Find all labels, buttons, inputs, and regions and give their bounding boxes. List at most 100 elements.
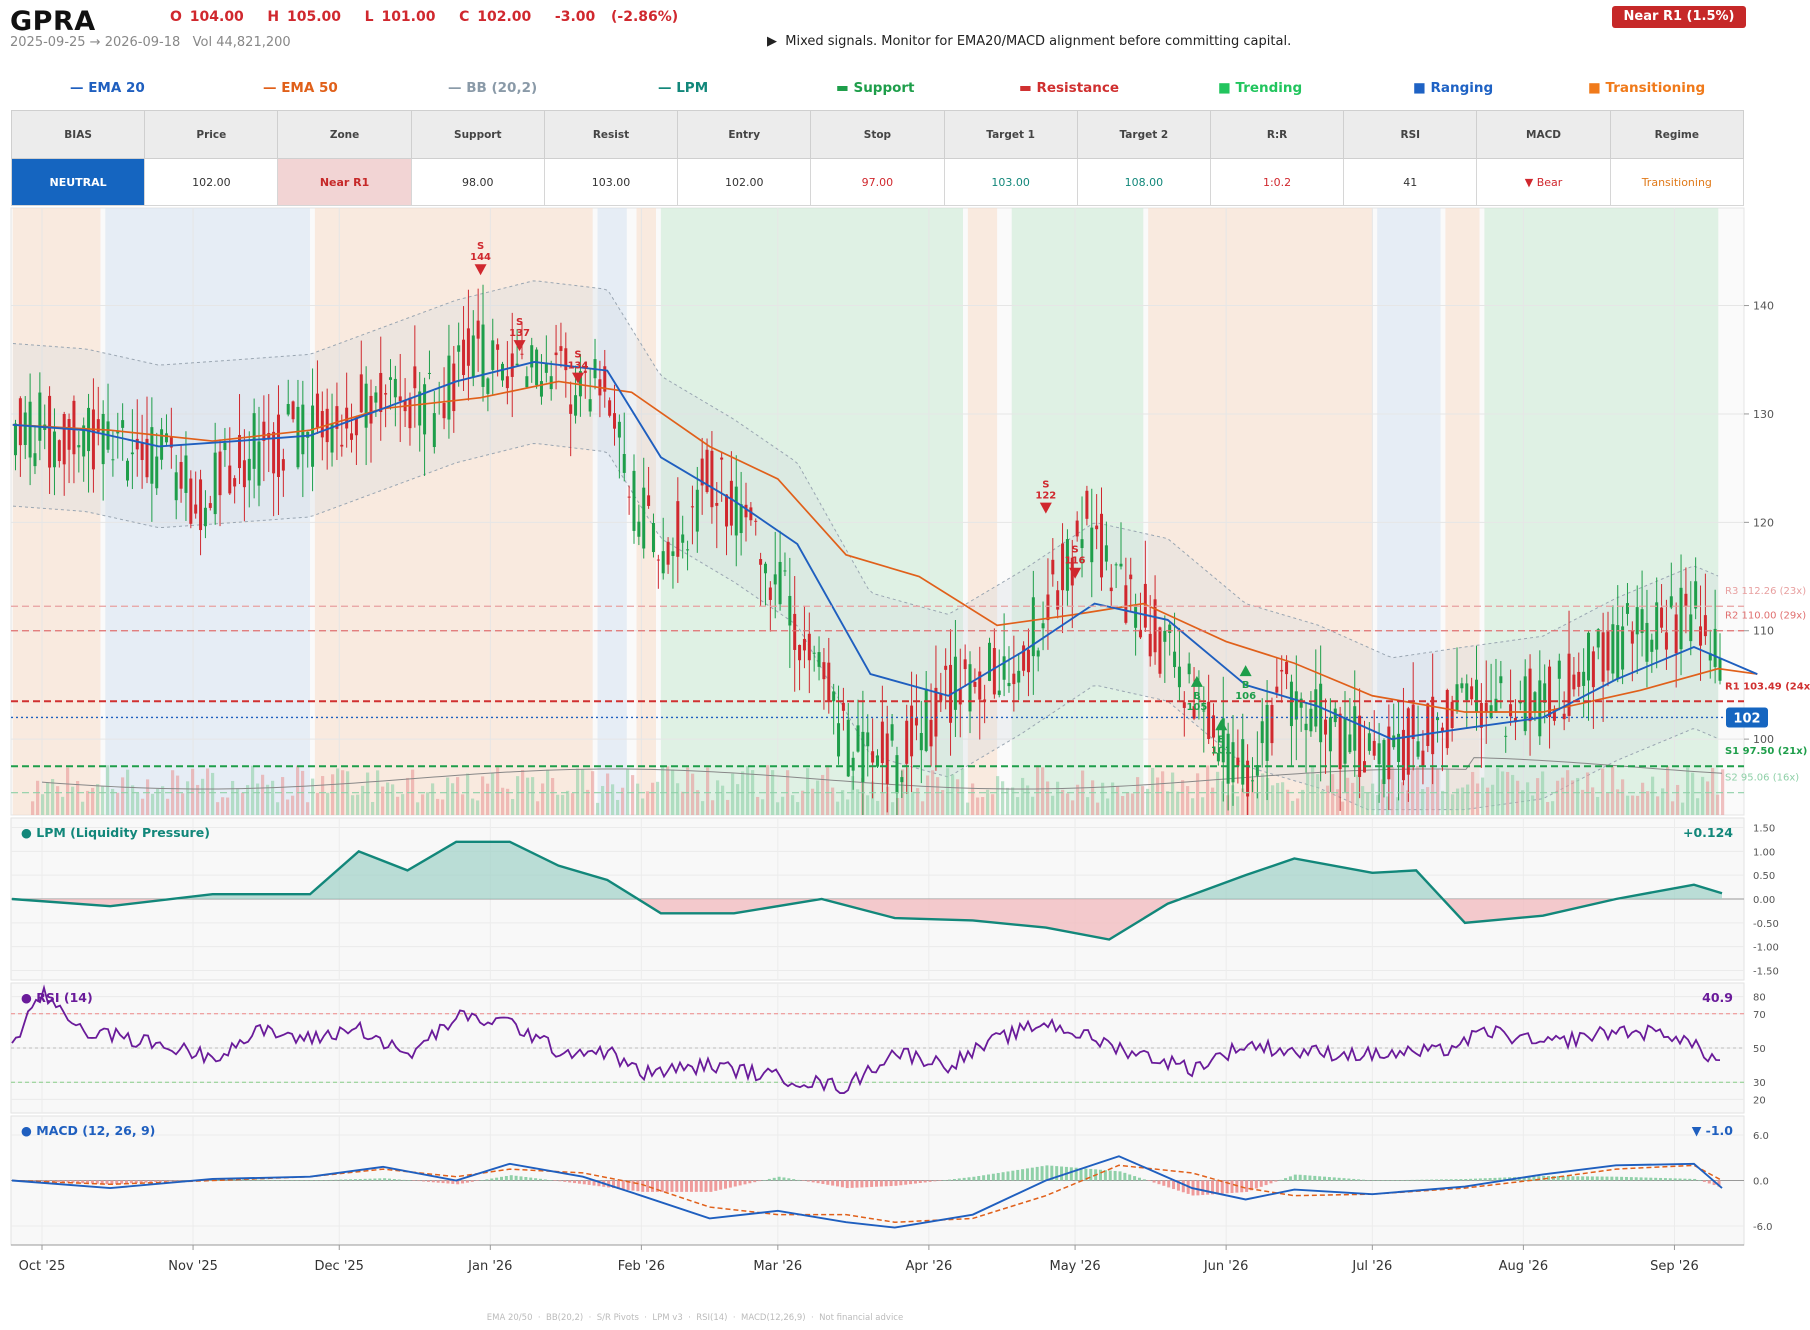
candle-body (1460, 683, 1464, 689)
macd-histogram-bar (115, 1180, 119, 1185)
volume-bar (1106, 798, 1110, 815)
macd-histogram-bar (938, 1180, 942, 1181)
macd-signal-line (11, 1164, 1723, 1223)
candle-body (958, 688, 962, 705)
macd-histogram-bar (339, 1179, 343, 1181)
lpm-y-tick-label: 0.50 (1753, 871, 1775, 882)
volume-bar (1496, 768, 1500, 815)
legend-ranging[interactable]: ■ Ranging (1413, 80, 1493, 96)
volume-bar (896, 797, 900, 815)
macd-histogram-bar (456, 1180, 460, 1185)
candle-body (276, 414, 280, 477)
candle-body (574, 395, 578, 416)
volume-bar (801, 790, 805, 815)
last-price-value: 102 (1733, 711, 1760, 726)
volume-bar (1126, 792, 1130, 815)
candle-body (924, 688, 928, 751)
legend-support[interactable]: ▬ Support (836, 80, 915, 96)
candle-body (1338, 713, 1342, 770)
candle-body (194, 504, 198, 514)
candle-body (1075, 520, 1079, 537)
macd-histogram-bar (748, 1180, 752, 1184)
stats-header-cell: Support (410, 110, 545, 159)
macd-histogram-bar (1001, 1172, 1005, 1181)
candle-body (379, 372, 383, 413)
macd-histogram-bar (865, 1180, 869, 1188)
stats-value-row: NEUTRAL 102.00 Near R1 98.00 103.00 102.… (10, 158, 1745, 206)
candle-body (471, 335, 475, 378)
macd-histogram-bar (1318, 1176, 1322, 1181)
regime-band (105, 208, 311, 815)
volume-bar (911, 791, 915, 815)
volume-bar (1401, 782, 1405, 815)
candle-body (583, 370, 587, 373)
volume-bar (101, 786, 105, 815)
candle-body (1562, 713, 1566, 720)
volume-bar (146, 779, 150, 815)
candle-body (1679, 587, 1683, 650)
volume-bar (1641, 782, 1645, 815)
legend-resistance[interactable]: ▬ Resistance (1019, 80, 1119, 96)
macd-histogram-bar (996, 1172, 1000, 1181)
volume-bar (1166, 791, 1170, 815)
volume-bar (1201, 797, 1205, 815)
volume-bar (291, 795, 295, 815)
x-tick-label: Nov '25 (168, 1259, 218, 1274)
volume-bar (1311, 766, 1315, 815)
legend-bb[interactable]: — BB (20,2) (448, 80, 537, 96)
x-tick-label: Mar '26 (753, 1259, 802, 1274)
macd-histogram-bar (154, 1180, 158, 1183)
legend-transitioning[interactable]: ■ Transitioning (1588, 80, 1705, 96)
macd-histogram-bar (855, 1180, 859, 1188)
volume-bar (86, 790, 90, 815)
candle-body (749, 507, 753, 521)
volume-bar (1681, 802, 1685, 815)
candle-body (627, 496, 631, 498)
candle-body (1440, 727, 1444, 732)
volume-bar (1001, 781, 1005, 815)
volume-bar (1066, 793, 1070, 815)
candle-body (1387, 726, 1391, 780)
candle-body (1177, 666, 1181, 688)
volume-bar (541, 783, 545, 815)
candle-body (374, 392, 378, 403)
candle-body (408, 397, 412, 429)
candle-body (744, 504, 748, 518)
candle-body (910, 705, 914, 757)
volume-bar (556, 794, 560, 815)
macd-histogram-bar (275, 1179, 279, 1181)
legend-ema50[interactable]: — EMA 50 (263, 80, 338, 96)
macd-histogram-bar (1717, 1180, 1721, 1187)
volume-bar (1071, 800, 1075, 815)
macd-histogram-bar (845, 1180, 849, 1189)
candle-body (150, 427, 154, 484)
volume-bar (46, 782, 50, 815)
volume-bar (1651, 776, 1655, 815)
candle-body (690, 506, 694, 508)
candle-body (335, 406, 339, 429)
volume-bar (1146, 788, 1150, 815)
macd-histogram-bar (363, 1178, 367, 1181)
candle-body (734, 486, 738, 536)
volume-bar (386, 782, 390, 815)
volume-bar (446, 777, 450, 815)
legend-trending[interactable]: ■ Trending (1218, 80, 1302, 96)
volume-bar (1091, 780, 1095, 815)
candle-body (905, 720, 909, 764)
macd-histogram-bar (1254, 1180, 1258, 1189)
candle-body (1100, 513, 1104, 578)
macd-histogram-bar (173, 1180, 177, 1181)
macd-histogram-bar (422, 1180, 426, 1182)
volume-bar (1026, 785, 1030, 815)
volume-bar (966, 802, 970, 815)
candle-body (1450, 701, 1454, 728)
macd-histogram-bar (1410, 1179, 1414, 1181)
legend-ema20[interactable]: — EMA 20 (70, 80, 145, 96)
legend-lpm[interactable]: — LPM (658, 80, 708, 96)
candle-body (827, 662, 831, 702)
candle-body (705, 449, 709, 492)
volume-bar (1161, 771, 1165, 815)
macd-histogram-bar (295, 1180, 299, 1181)
macd-histogram-bar (495, 1177, 499, 1181)
